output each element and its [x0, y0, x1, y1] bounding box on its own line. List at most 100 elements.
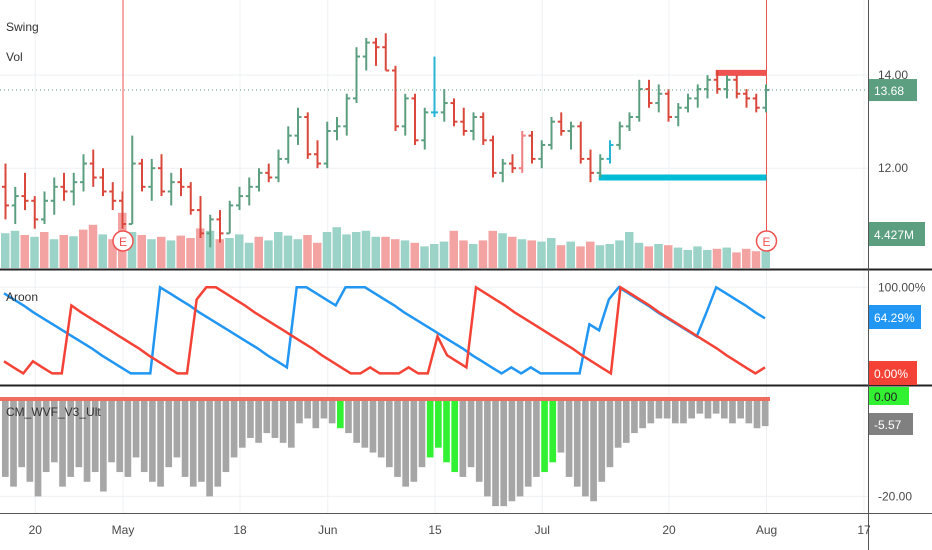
ohlc-bar: [626, 112, 633, 131]
volume-bar: [478, 240, 488, 268]
wvf-bar: [140, 399, 148, 473]
ohlc-bar: [236, 186, 243, 211]
volume-bar: [313, 242, 322, 268]
ohlc-bar: [479, 112, 487, 145]
wvf-bar: [304, 399, 311, 419]
ohlc-bar: [353, 47, 360, 104]
volume-bar: [332, 227, 341, 268]
time-tick-label: May: [112, 523, 135, 537]
wvf-bar: [296, 399, 303, 424]
ohlc-bar: [450, 98, 458, 127]
wvf-bar: [704, 399, 712, 419]
ohlc-bar: [577, 121, 585, 164]
volume-bar: [79, 229, 88, 268]
volume-bar: [215, 239, 224, 268]
wvf-bar: [2, 399, 9, 477]
wvf-bar: [402, 399, 410, 487]
ohlc-bar: [255, 168, 263, 192]
ohlc-bar: [197, 196, 204, 238]
wvf-bar: [157, 399, 164, 487]
wvf-bar: [42, 399, 50, 473]
wvf-bar: [737, 399, 744, 419]
wvf-bar: [565, 399, 573, 477]
aroon-down-value: 0.00%: [874, 367, 908, 381]
wvf-bar: [680, 399, 687, 424]
wvf-bar: [336, 399, 344, 429]
volume-bar: [264, 240, 273, 268]
last-volume-badge: [869, 222, 925, 246]
ohlc-bar: [489, 135, 497, 178]
ohlc-bar: [314, 140, 321, 169]
wvf-bar: [173, 399, 181, 458]
wvf-bar: [451, 399, 459, 473]
wvf-bar: [410, 399, 418, 482]
volume-bar: [508, 236, 517, 268]
ohlc-bar: [645, 79, 653, 108]
wvf-bar: [189, 399, 197, 487]
wvf-bar: [688, 399, 695, 419]
wvf-bar: [524, 399, 532, 487]
wvf-bar: [475, 399, 483, 482]
wvf-bar: [484, 399, 491, 497]
ohlc-bar: [440, 89, 448, 122]
ohlc-bar: [11, 186, 19, 225]
volume-bar: [761, 248, 770, 268]
ohlc-bar: [2, 163, 9, 220]
wvf-bar: [206, 399, 213, 497]
time-tick-label: Aug: [756, 523, 777, 537]
ohlc-bar: [548, 117, 555, 150]
volume-bar: [566, 241, 575, 268]
volume-bar: [10, 230, 20, 268]
wvf-bar: [320, 399, 328, 419]
ohlc-bar: [752, 93, 760, 113]
wvf-panel[interactable]: [0, 397, 770, 507]
wvf-bar: [108, 399, 115, 463]
volume-bar: [459, 240, 468, 268]
volume-bar: [322, 232, 332, 268]
ohlc-bar: [50, 177, 58, 215]
wvf-bar: [467, 399, 475, 468]
volume-bar: [342, 234, 351, 268]
price-tick-label: 12.00: [878, 161, 908, 175]
volume-bar: [586, 241, 595, 268]
wvf-bar: [100, 399, 107, 492]
volume-bar: [703, 250, 712, 268]
volume-bar: [400, 240, 410, 268]
volume-bar: [283, 235, 293, 268]
volume-bar: [293, 239, 302, 268]
vol-label: Vol: [6, 50, 23, 64]
ohlc-bar: [284, 126, 292, 164]
ohlc-bar: [460, 107, 468, 136]
wvf-bar: [508, 399, 516, 502]
volume-bar: [673, 247, 683, 268]
wvf-bar: [663, 399, 671, 419]
wvf-bar: [247, 399, 254, 438]
ohlc-bar: [470, 112, 477, 141]
wvf-bar: [582, 399, 589, 497]
aroon-panel[interactable]: [3, 285, 766, 376]
earnings-badge: [755, 230, 778, 252]
wvf-bar: [386, 399, 393, 468]
wvf-bar: [435, 399, 442, 448]
wvf-bar: [222, 399, 230, 473]
wvf-bar: [230, 399, 238, 458]
ohlc-bar: [343, 93, 351, 136]
wvf-bar: [67, 399, 75, 477]
aroon-up-value: 64.29%: [874, 311, 915, 325]
wvf-bar: [418, 399, 426, 468]
wvf-bar: [671, 399, 679, 424]
volume-bar: [488, 230, 497, 268]
wvf-bar: [606, 399, 614, 468]
ohlc-bar: [138, 158, 146, 192]
volume-bar: [147, 239, 156, 268]
time-tick-label: 20: [29, 523, 43, 537]
ohlc-bar: [567, 121, 575, 150]
wvf-bar: [394, 399, 401, 477]
ohlc-bar: [421, 107, 429, 150]
wvf-bar: [443, 399, 450, 463]
axes: 12.00 14.00 13.68 4.427M 100.00% 64.29% 0.00% -…: [29, 68, 926, 537]
ohlc-bar: [392, 65, 399, 131]
ohlc-bar: [606, 140, 614, 164]
